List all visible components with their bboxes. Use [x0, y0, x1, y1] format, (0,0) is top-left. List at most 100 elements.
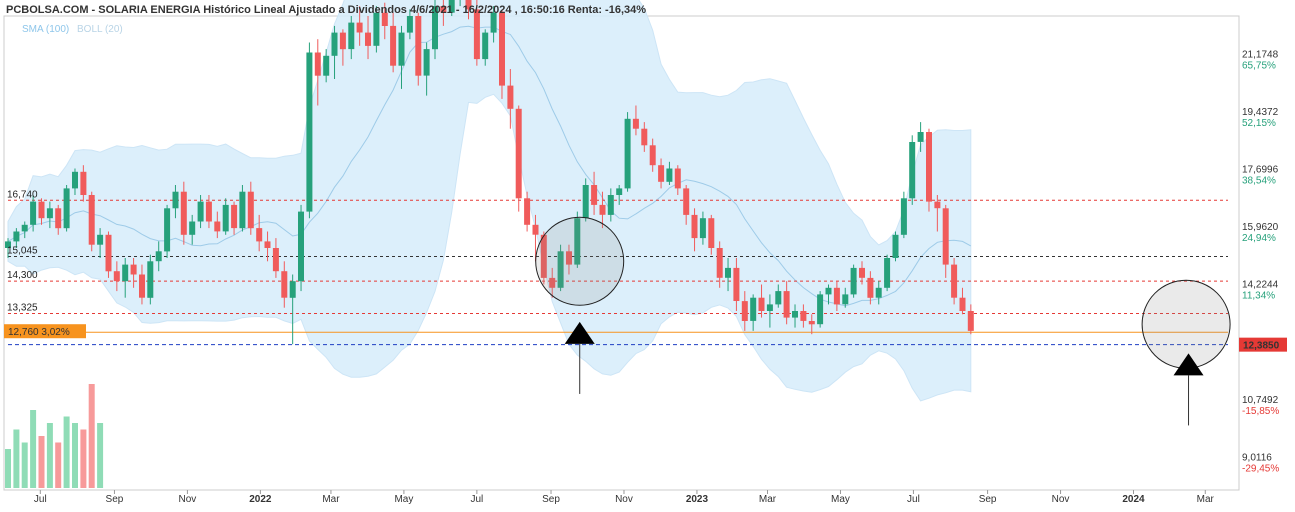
candle-body — [825, 287, 832, 295]
left-level-label: 16,740 — [7, 189, 38, 200]
candle — [900, 191, 907, 239]
volume-bar — [38, 436, 45, 488]
candle-body — [658, 165, 665, 182]
candle-body — [88, 195, 95, 245]
candle-body — [909, 142, 916, 199]
candle-body — [122, 264, 129, 282]
candle-body — [373, 12, 380, 46]
y-tick-percent: 11,34% — [1242, 291, 1275, 302]
candle — [147, 254, 154, 305]
candle-body — [566, 251, 572, 265]
y-tick-label: 14,2244 — [1242, 280, 1279, 291]
candle — [632, 105, 639, 136]
candle-body — [783, 291, 790, 318]
candle-body — [507, 85, 514, 109]
candle-body — [63, 188, 70, 229]
candle — [783, 281, 790, 325]
left-level-labels: 16,740 15,045 14,300 13,325 12,760 3,02% — [4, 189, 86, 339]
candle-body — [800, 311, 807, 321]
candle — [591, 171, 598, 215]
candle-body — [666, 168, 673, 182]
candle-body — [440, 6, 447, 13]
candle — [97, 228, 104, 258]
candle-body — [683, 188, 690, 215]
volume-bar — [88, 384, 95, 488]
y-tick-label: 17,6996 — [1242, 164, 1279, 175]
candle-body — [741, 301, 748, 321]
candle — [381, 2, 388, 40]
candle-body — [515, 108, 522, 199]
candle — [666, 161, 673, 185]
candle-body — [775, 291, 782, 305]
volume-bar — [21, 442, 28, 488]
candle — [21, 221, 28, 239]
candle — [13, 228, 20, 248]
y-tick-label: 15,9620 — [1242, 222, 1279, 233]
candle-body — [766, 304, 773, 311]
candle — [892, 231, 899, 262]
candle-body — [691, 214, 698, 239]
candle-body — [415, 16, 422, 76]
candle — [566, 244, 572, 275]
candle-body — [172, 191, 179, 209]
volume-bar — [55, 442, 62, 488]
candle-body — [239, 191, 246, 229]
candle — [850, 264, 857, 298]
candle — [490, 6, 497, 43]
candle-body — [189, 221, 196, 235]
highlight-circle — [535, 216, 625, 306]
candle-body — [130, 264, 137, 275]
candle-body — [180, 191, 187, 235]
candle — [214, 211, 221, 239]
candle-body — [298, 211, 304, 282]
x-tick-label: Jul — [470, 494, 483, 505]
volume-bar — [97, 423, 104, 488]
candle — [105, 231, 112, 278]
candle-body — [607, 195, 614, 215]
x-tick-label: Mar — [1197, 494, 1215, 505]
x-tick-label: Jul — [34, 494, 47, 505]
candle-body — [900, 198, 907, 235]
left-level-label: 15,045 — [7, 245, 38, 256]
candle — [256, 214, 263, 252]
candle-body — [649, 145, 656, 166]
x-tick-label: Nov — [615, 494, 633, 505]
candle — [674, 165, 681, 195]
volume-bar — [80, 429, 87, 488]
candle-body — [423, 49, 430, 76]
candle-body — [540, 234, 547, 278]
candle — [289, 274, 296, 345]
candle — [792, 304, 798, 328]
candle — [917, 122, 924, 152]
candle-body — [256, 228, 263, 242]
candle — [80, 165, 87, 202]
candle-body — [967, 311, 974, 331]
chart-title: PCBOLSA.COM - SOLARIA ENERGIA Histórico … — [6, 4, 646, 16]
candle — [524, 191, 531, 232]
y-tick-label: 9,0116 — [1242, 452, 1272, 463]
candle — [574, 211, 581, 268]
x-tick-label: May — [831, 494, 850, 505]
candle — [72, 168, 78, 195]
candle-body — [97, 234, 104, 245]
candle — [197, 195, 204, 229]
candle — [38, 198, 45, 225]
candle — [859, 261, 865, 285]
candle-body — [80, 171, 87, 195]
candle — [800, 304, 807, 328]
candle — [30, 195, 37, 232]
candle — [775, 284, 782, 308]
candle — [473, 0, 480, 66]
candle-body — [716, 248, 723, 278]
current-price-tag — [4, 324, 86, 339]
candle — [130, 258, 137, 288]
candle — [691, 208, 698, 252]
candle — [658, 158, 665, 189]
candle — [406, 9, 413, 40]
candle — [967, 304, 974, 335]
candle — [549, 267, 556, 298]
candle — [926, 128, 932, 212]
indicator-boll-label: BOLL (20) — [77, 24, 123, 35]
left-level-label: 14,300 — [7, 270, 38, 281]
candle-body — [758, 297, 765, 311]
